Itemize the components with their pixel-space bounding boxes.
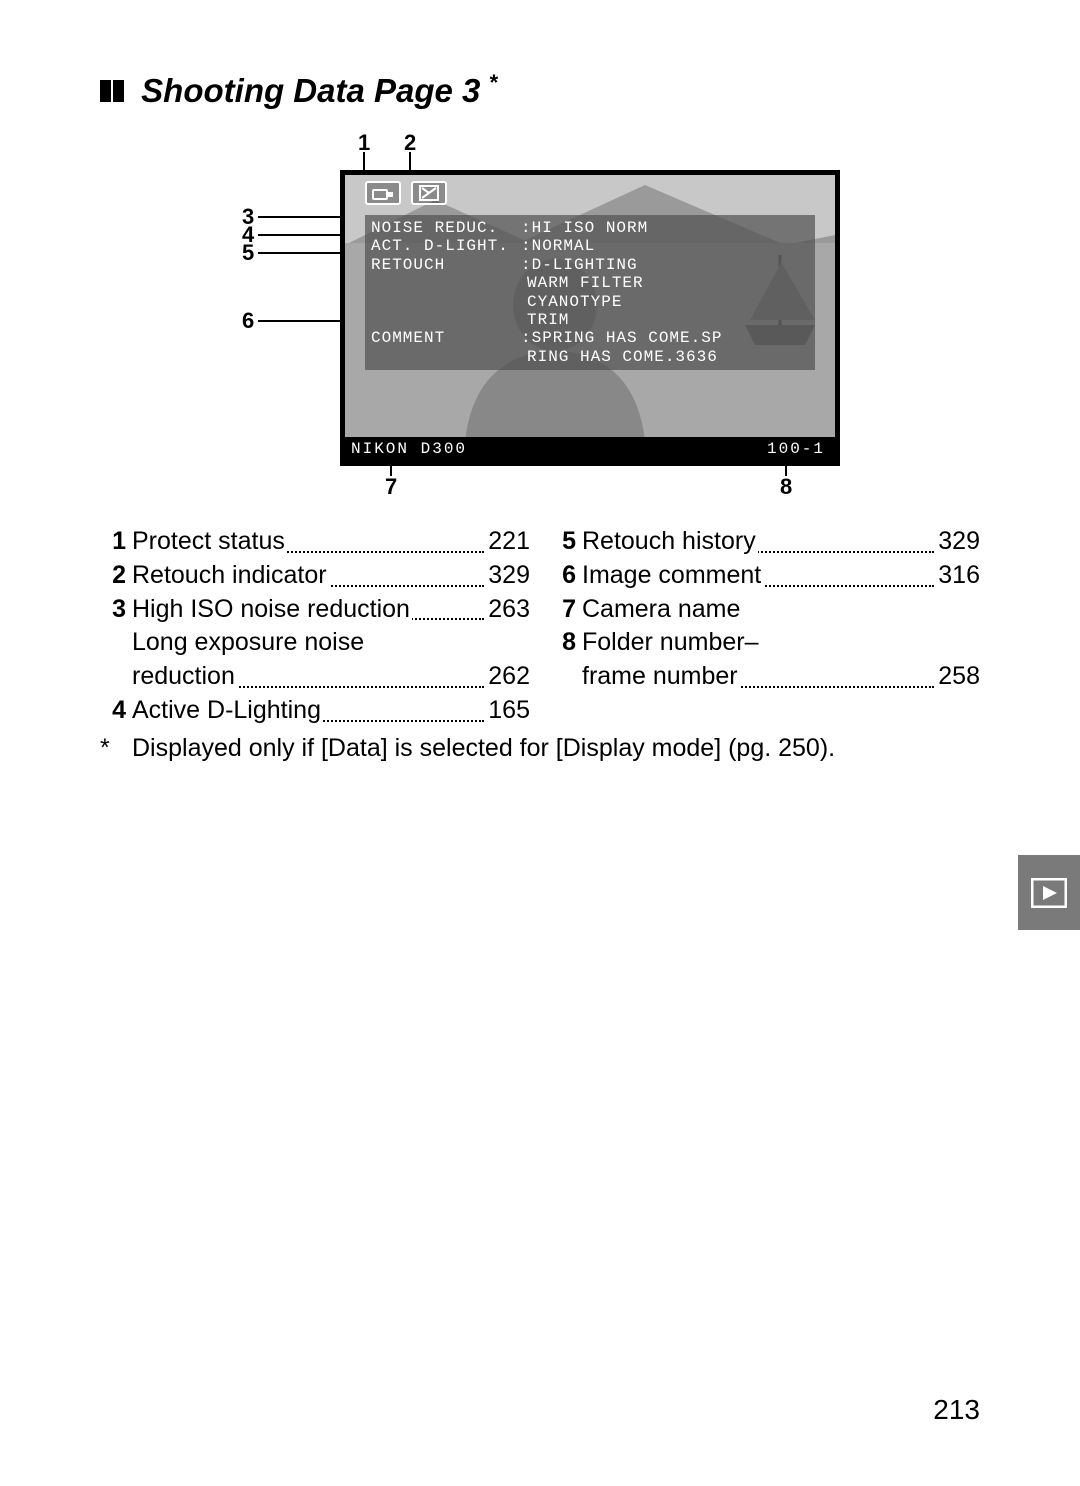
- legend-page: 329: [484, 559, 530, 593]
- legend-page: 165: [484, 694, 530, 728]
- legend-left-column: 1Protect status2212Retouch indicator3293…: [100, 525, 530, 728]
- title-text: Shooting Data Page 3: [141, 72, 480, 109]
- legend-text: Image comment: [582, 559, 934, 593]
- legend-text: Long exposure noise: [132, 626, 530, 660]
- legend-item: Long exposure noise: [100, 626, 530, 660]
- legend-item: 7Camera name: [550, 593, 980, 627]
- callout-5: 5: [242, 240, 254, 266]
- legend-text: Camera name: [582, 593, 980, 627]
- page-number: 213: [933, 1394, 980, 1426]
- footnote: * Displayed only if [Data] is selected f…: [100, 734, 980, 763]
- legend-item: 8Folder number–: [550, 626, 980, 660]
- title-bars-icon: [100, 72, 126, 110]
- camera-screen-diagram: 1 2 3 4 5 6: [230, 130, 850, 490]
- legend-page: 258: [934, 660, 980, 694]
- legend-page: 262: [484, 660, 530, 694]
- legend-item: reduction262: [100, 660, 530, 694]
- overlay-value-dlight: :NORMAL: [521, 237, 809, 255]
- overlay-sub-3: TRIM: [371, 311, 809, 329]
- retouch-icon: [411, 181, 447, 205]
- legend-text: frame number: [582, 660, 934, 694]
- overlay-comment-line2: RING HAS COME.3636: [371, 348, 809, 366]
- playback-tab-icon: [1018, 855, 1080, 930]
- callout-6: 6: [242, 308, 254, 334]
- footnote-asterisk: *: [100, 734, 132, 763]
- top-icons-row: [365, 181, 447, 205]
- legend-text: Active D-Lighting: [132, 694, 484, 728]
- legend-number: 6: [550, 559, 576, 593]
- legend-number: 5: [550, 525, 576, 559]
- legend-number: 7: [550, 593, 576, 627]
- overlay-value-noise: :HI ISO NORM: [521, 219, 809, 237]
- legend-page: 329: [934, 525, 980, 559]
- overlay-label-retouch: RETOUCH: [371, 256, 521, 274]
- legend-text: Retouch indicator: [132, 559, 484, 593]
- legend-text: reduction: [132, 660, 484, 694]
- overlay-label-dlight: ACT. D-LIGHT.: [371, 237, 521, 255]
- legend-page: 316: [934, 559, 980, 593]
- lcd-screen: NOISE REDUC.:HI ISO NORM ACT. D-LIGHT.:N…: [340, 170, 840, 466]
- legend-text: High ISO noise reduction: [132, 593, 484, 627]
- legend-page: 221: [484, 525, 530, 559]
- data-overlay: NOISE REDUC.:HI ISO NORM ACT. D-LIGHT.:N…: [365, 215, 815, 370]
- overlay-sub-1: WARM FILTER: [371, 274, 809, 292]
- legend-item: 6Image comment316: [550, 559, 980, 593]
- legend-number: 4: [100, 694, 126, 728]
- callout-7: 7: [385, 474, 397, 500]
- section-title: Shooting Data Page 3 *: [100, 70, 980, 110]
- legend-text: Folder number–: [582, 626, 980, 660]
- legend-item: 4Active D-Lighting165: [100, 694, 530, 728]
- legend-text: Retouch history: [582, 525, 934, 559]
- camera-name: NIKON D300: [351, 440, 467, 458]
- overlay-label-comment: COMMENT: [371, 329, 521, 347]
- legend-page: 263: [484, 593, 530, 627]
- legend-item: 2Retouch indicator329: [100, 559, 530, 593]
- overlay-value-comment: :SPRING HAS COME.SP: [521, 329, 809, 347]
- callout-8: 8: [780, 474, 792, 500]
- overlay-value-retouch: :D-LIGHTING: [521, 256, 809, 274]
- legend-number: 2: [100, 559, 126, 593]
- legend-right-column: 5Retouch history3296Image comment3167Cam…: [550, 525, 980, 728]
- legend-item: 5Retouch history329: [550, 525, 980, 559]
- footnote-text: Displayed only if [Data] is selected for…: [132, 734, 835, 763]
- bottom-bar: NIKON D300 100-1: [345, 437, 835, 461]
- legend-number: 3: [100, 593, 126, 627]
- legend-item: 1Protect status221: [100, 525, 530, 559]
- legend-item: 3High ISO noise reduction263: [100, 593, 530, 627]
- protect-icon: [365, 181, 401, 205]
- title-asterisk: *: [490, 70, 499, 95]
- overlay-label-noise: NOISE REDUC.: [371, 219, 521, 237]
- legend-item: frame number258: [550, 660, 980, 694]
- legend: 1Protect status2212Retouch indicator3293…: [100, 525, 980, 728]
- folder-frame: 100-1: [767, 440, 825, 458]
- overlay-sub-2: CYANOTYPE: [371, 293, 809, 311]
- legend-number: 8: [550, 626, 576, 660]
- legend-text: Protect status: [132, 525, 484, 559]
- legend-number: 1: [100, 525, 126, 559]
